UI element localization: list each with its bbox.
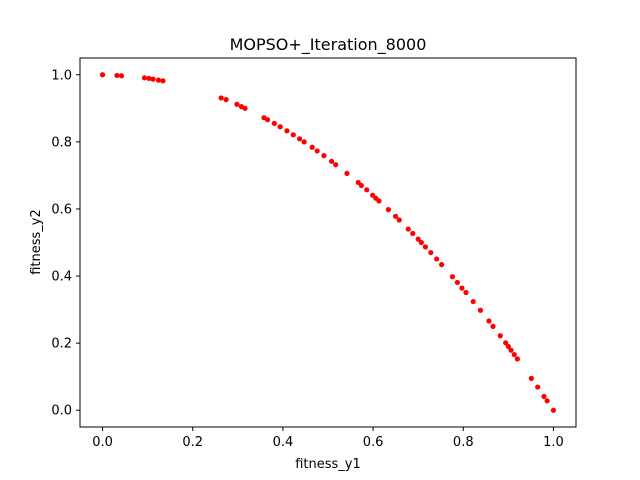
plot-area-frame <box>79 57 577 428</box>
x-axis-ticks: 0.0 0.2 0.4 0.6 0.8 1.0 <box>92 427 564 450</box>
data-point-5 <box>150 76 156 82</box>
y-tick-label: 0.8 <box>51 135 72 150</box>
data-point-7 <box>160 78 166 84</box>
data-point-28 <box>358 182 364 189</box>
data-point-51 <box>490 323 496 329</box>
data-point-6 <box>155 77 162 83</box>
data-point-59 <box>535 384 541 390</box>
data-point-0 <box>99 72 106 78</box>
data-point-62 <box>550 407 557 413</box>
x-tick-label: 0.8 <box>453 435 474 450</box>
data-point-56 <box>511 351 517 358</box>
data-point-18 <box>290 132 296 138</box>
data-point-61 <box>544 398 550 404</box>
data-point-42 <box>434 256 440 262</box>
data-point-41 <box>428 249 434 256</box>
x-tick-label: 0.6 <box>363 435 384 450</box>
data-points <box>99 72 557 413</box>
x-tick-label: 0.2 <box>182 435 203 450</box>
data-point-57 <box>514 356 520 362</box>
data-point-44 <box>449 274 456 280</box>
x-axis-label: fitness_y1 <box>295 457 361 472</box>
y-tick-label: 0.6 <box>51 202 72 217</box>
data-point-29 <box>364 187 370 193</box>
data-point-32 <box>376 198 382 204</box>
data-point-49 <box>477 307 484 313</box>
data-point-43 <box>439 262 445 268</box>
data-point-24 <box>329 158 335 164</box>
data-point-12 <box>242 105 248 111</box>
data-point-17 <box>284 128 290 134</box>
data-point-22 <box>314 148 320 154</box>
x-tick-label: 0.4 <box>273 435 294 450</box>
data-point-53 <box>503 340 509 346</box>
data-point-34 <box>393 213 399 219</box>
data-point-45 <box>454 279 461 286</box>
data-point-38 <box>415 236 421 242</box>
y-axis-ticks: 0.0 0.2 0.4 0.6 0.8 1.0 <box>51 68 80 419</box>
data-point-54 <box>505 343 511 350</box>
y-axis-label: fitness_y2 <box>29 209 44 275</box>
data-point-48 <box>470 298 476 305</box>
data-point-50 <box>486 318 492 324</box>
data-point-1 <box>114 72 120 79</box>
data-point-10 <box>234 101 240 107</box>
data-point-33 <box>385 207 392 213</box>
x-tick-label: 0.0 <box>92 435 113 450</box>
data-point-9 <box>223 97 229 103</box>
data-point-20 <box>301 139 307 145</box>
data-point-52 <box>497 333 503 339</box>
data-point-40 <box>422 244 428 250</box>
data-point-3 <box>141 75 148 81</box>
y-tick-label: 0.2 <box>51 337 72 352</box>
data-point-21 <box>309 144 315 150</box>
y-tick-label: 0.4 <box>51 270 72 285</box>
data-point-26 <box>344 170 350 176</box>
y-tick-label: 1.0 <box>51 68 72 83</box>
data-point-60 <box>541 393 547 400</box>
chart-title: MOPSO+_Iteration_8000 <box>230 35 427 55</box>
x-tick-label: 1.0 <box>543 435 564 450</box>
data-point-58 <box>528 375 534 381</box>
data-point-4 <box>146 75 152 82</box>
data-point-46 <box>459 285 465 291</box>
data-point-23 <box>321 153 327 159</box>
data-point-55 <box>508 347 514 353</box>
data-point-25 <box>333 162 339 168</box>
data-point-19 <box>296 136 303 142</box>
data-point-2 <box>118 73 125 79</box>
data-point-37 <box>410 230 416 237</box>
data-point-8 <box>218 95 224 101</box>
data-point-16 <box>277 124 283 130</box>
data-point-15 <box>271 120 277 127</box>
data-point-47 <box>463 289 469 296</box>
data-point-39 <box>418 239 424 246</box>
y-tick-label: 0.0 <box>51 404 72 419</box>
data-point-14 <box>264 117 271 123</box>
data-point-35 <box>396 217 402 223</box>
data-point-36 <box>405 226 411 232</box>
